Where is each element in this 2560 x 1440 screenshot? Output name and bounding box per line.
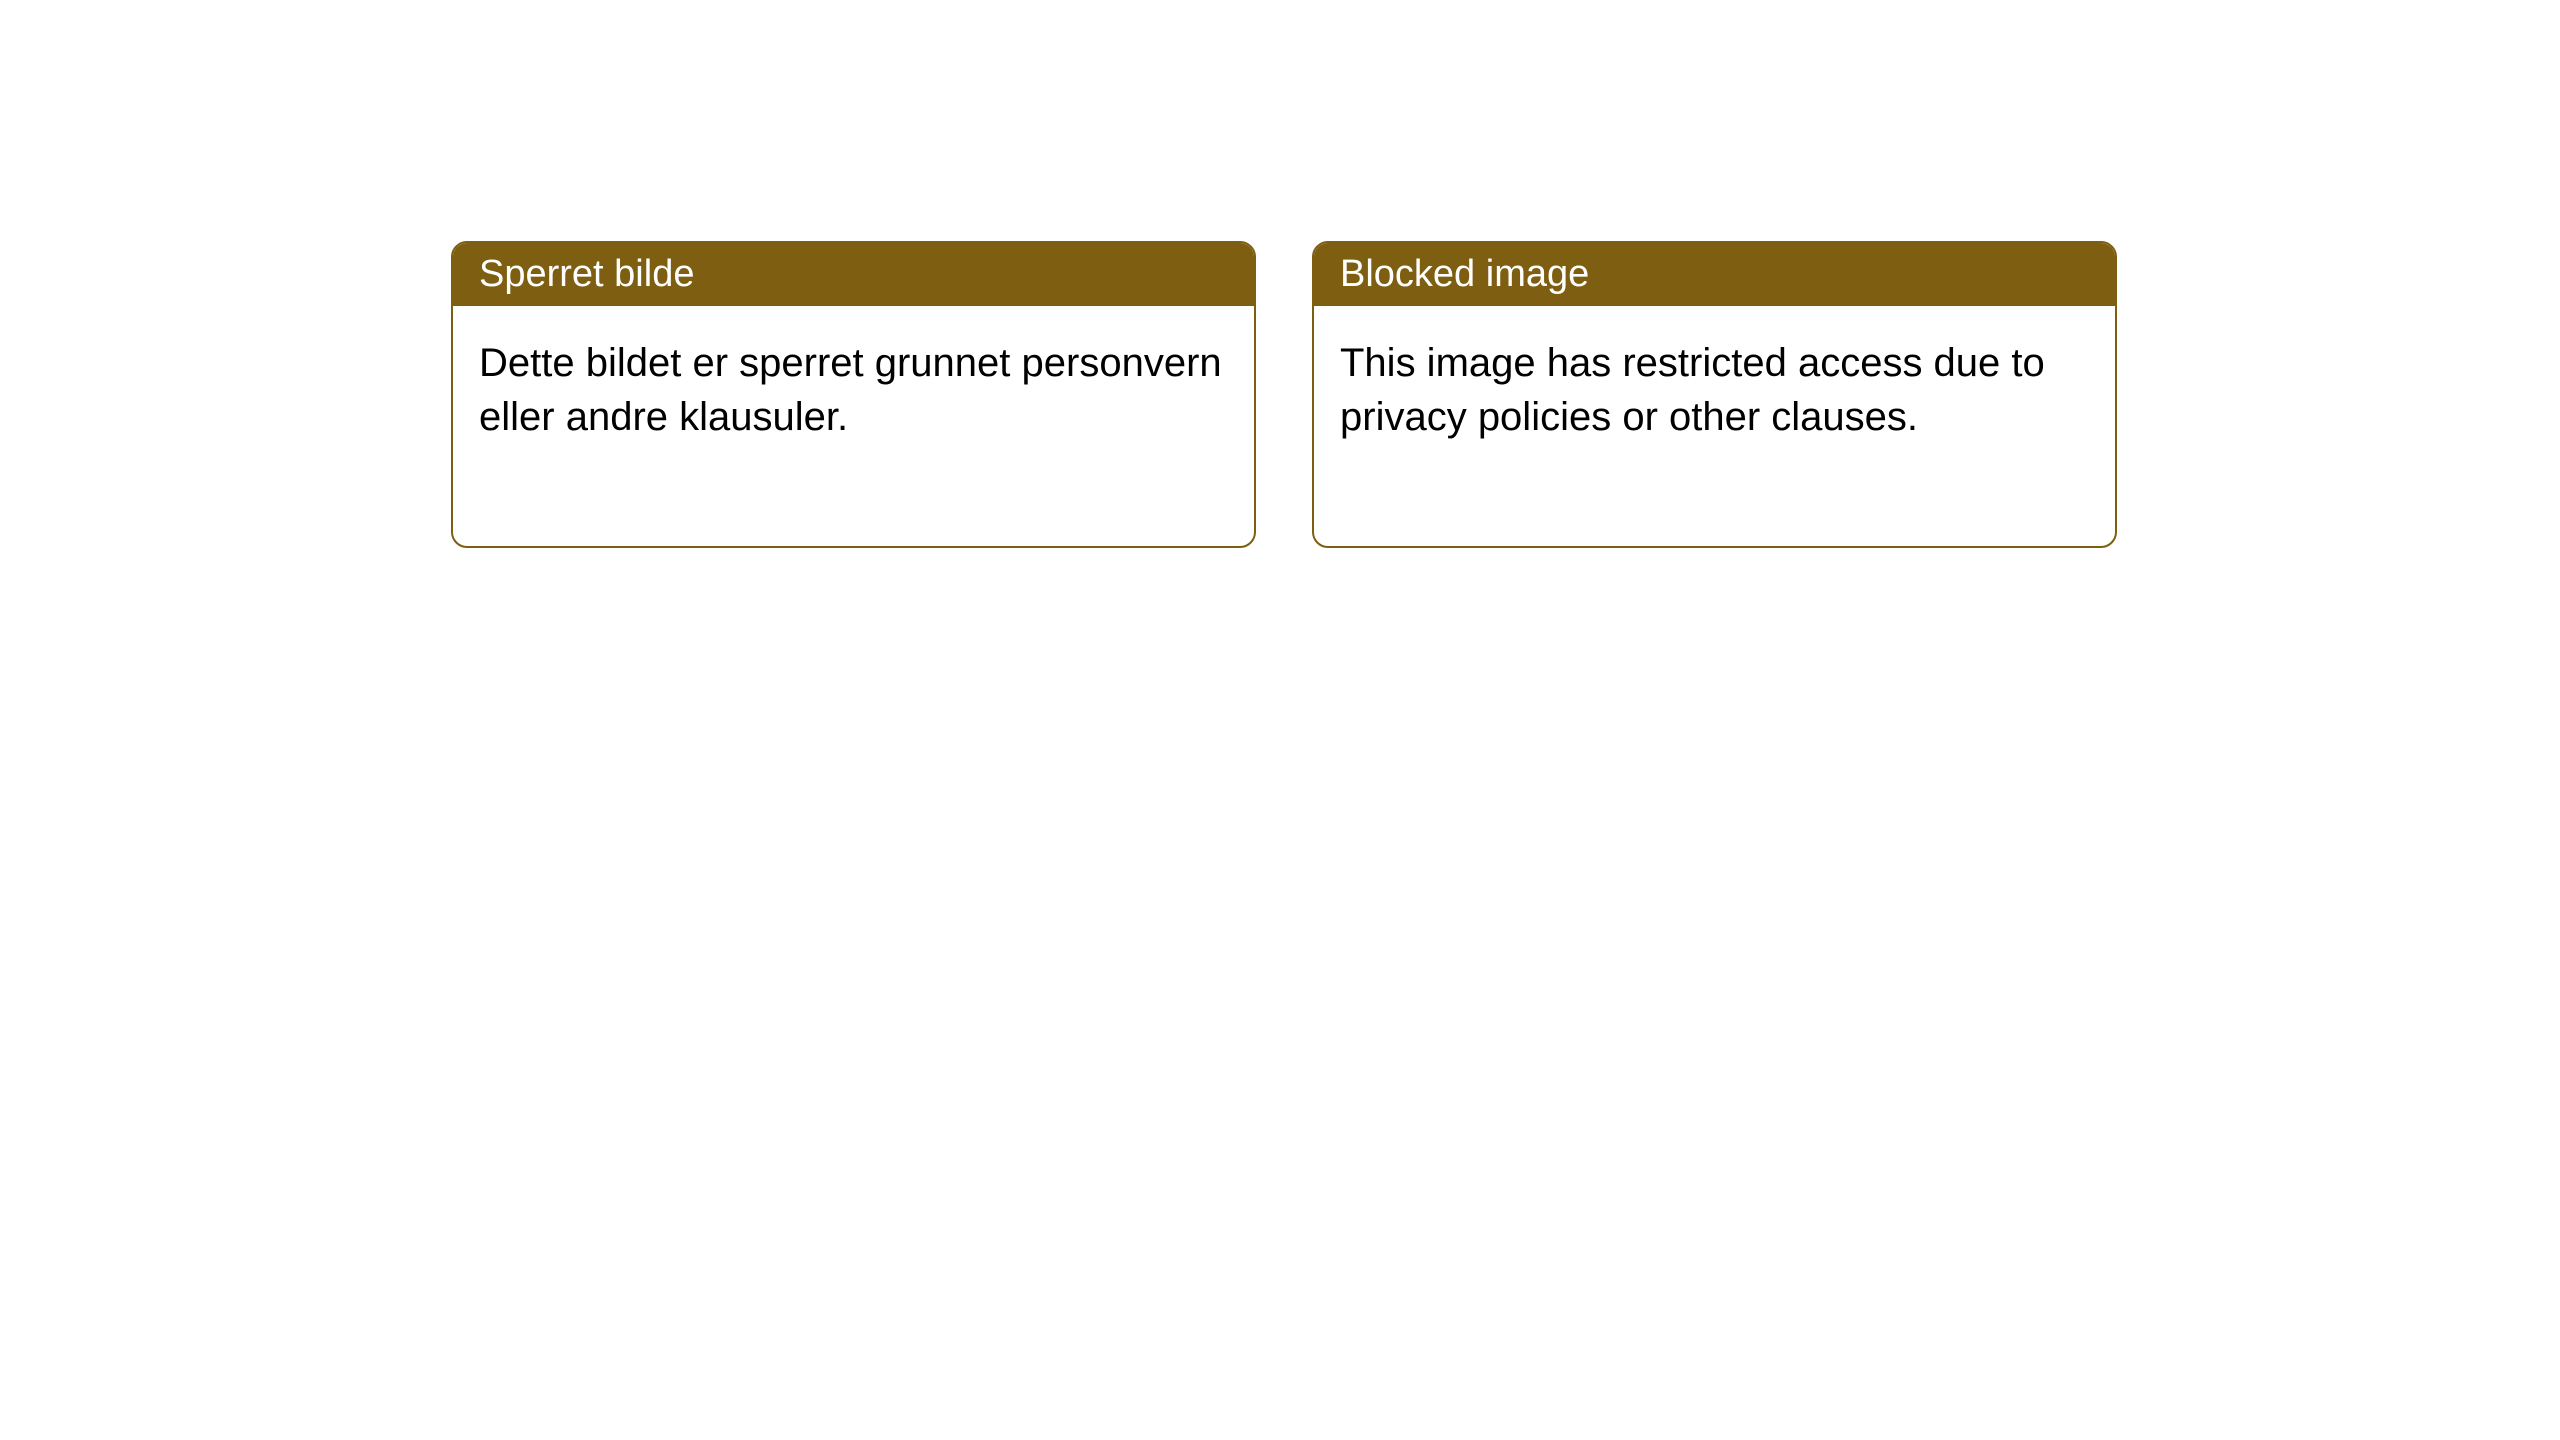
notice-card-norwegian: Sperret bilde Dette bildet er sperret gr… xyxy=(451,241,1256,548)
notice-header: Blocked image xyxy=(1314,243,2115,306)
notice-header: Sperret bilde xyxy=(453,243,1254,306)
notice-body: This image has restricted access due to … xyxy=(1314,306,2115,546)
notice-card-english: Blocked image This image has restricted … xyxy=(1312,241,2117,548)
notice-container: Sperret bilde Dette bildet er sperret gr… xyxy=(451,241,2117,548)
notice-body: Dette bildet er sperret grunnet personve… xyxy=(453,306,1254,546)
